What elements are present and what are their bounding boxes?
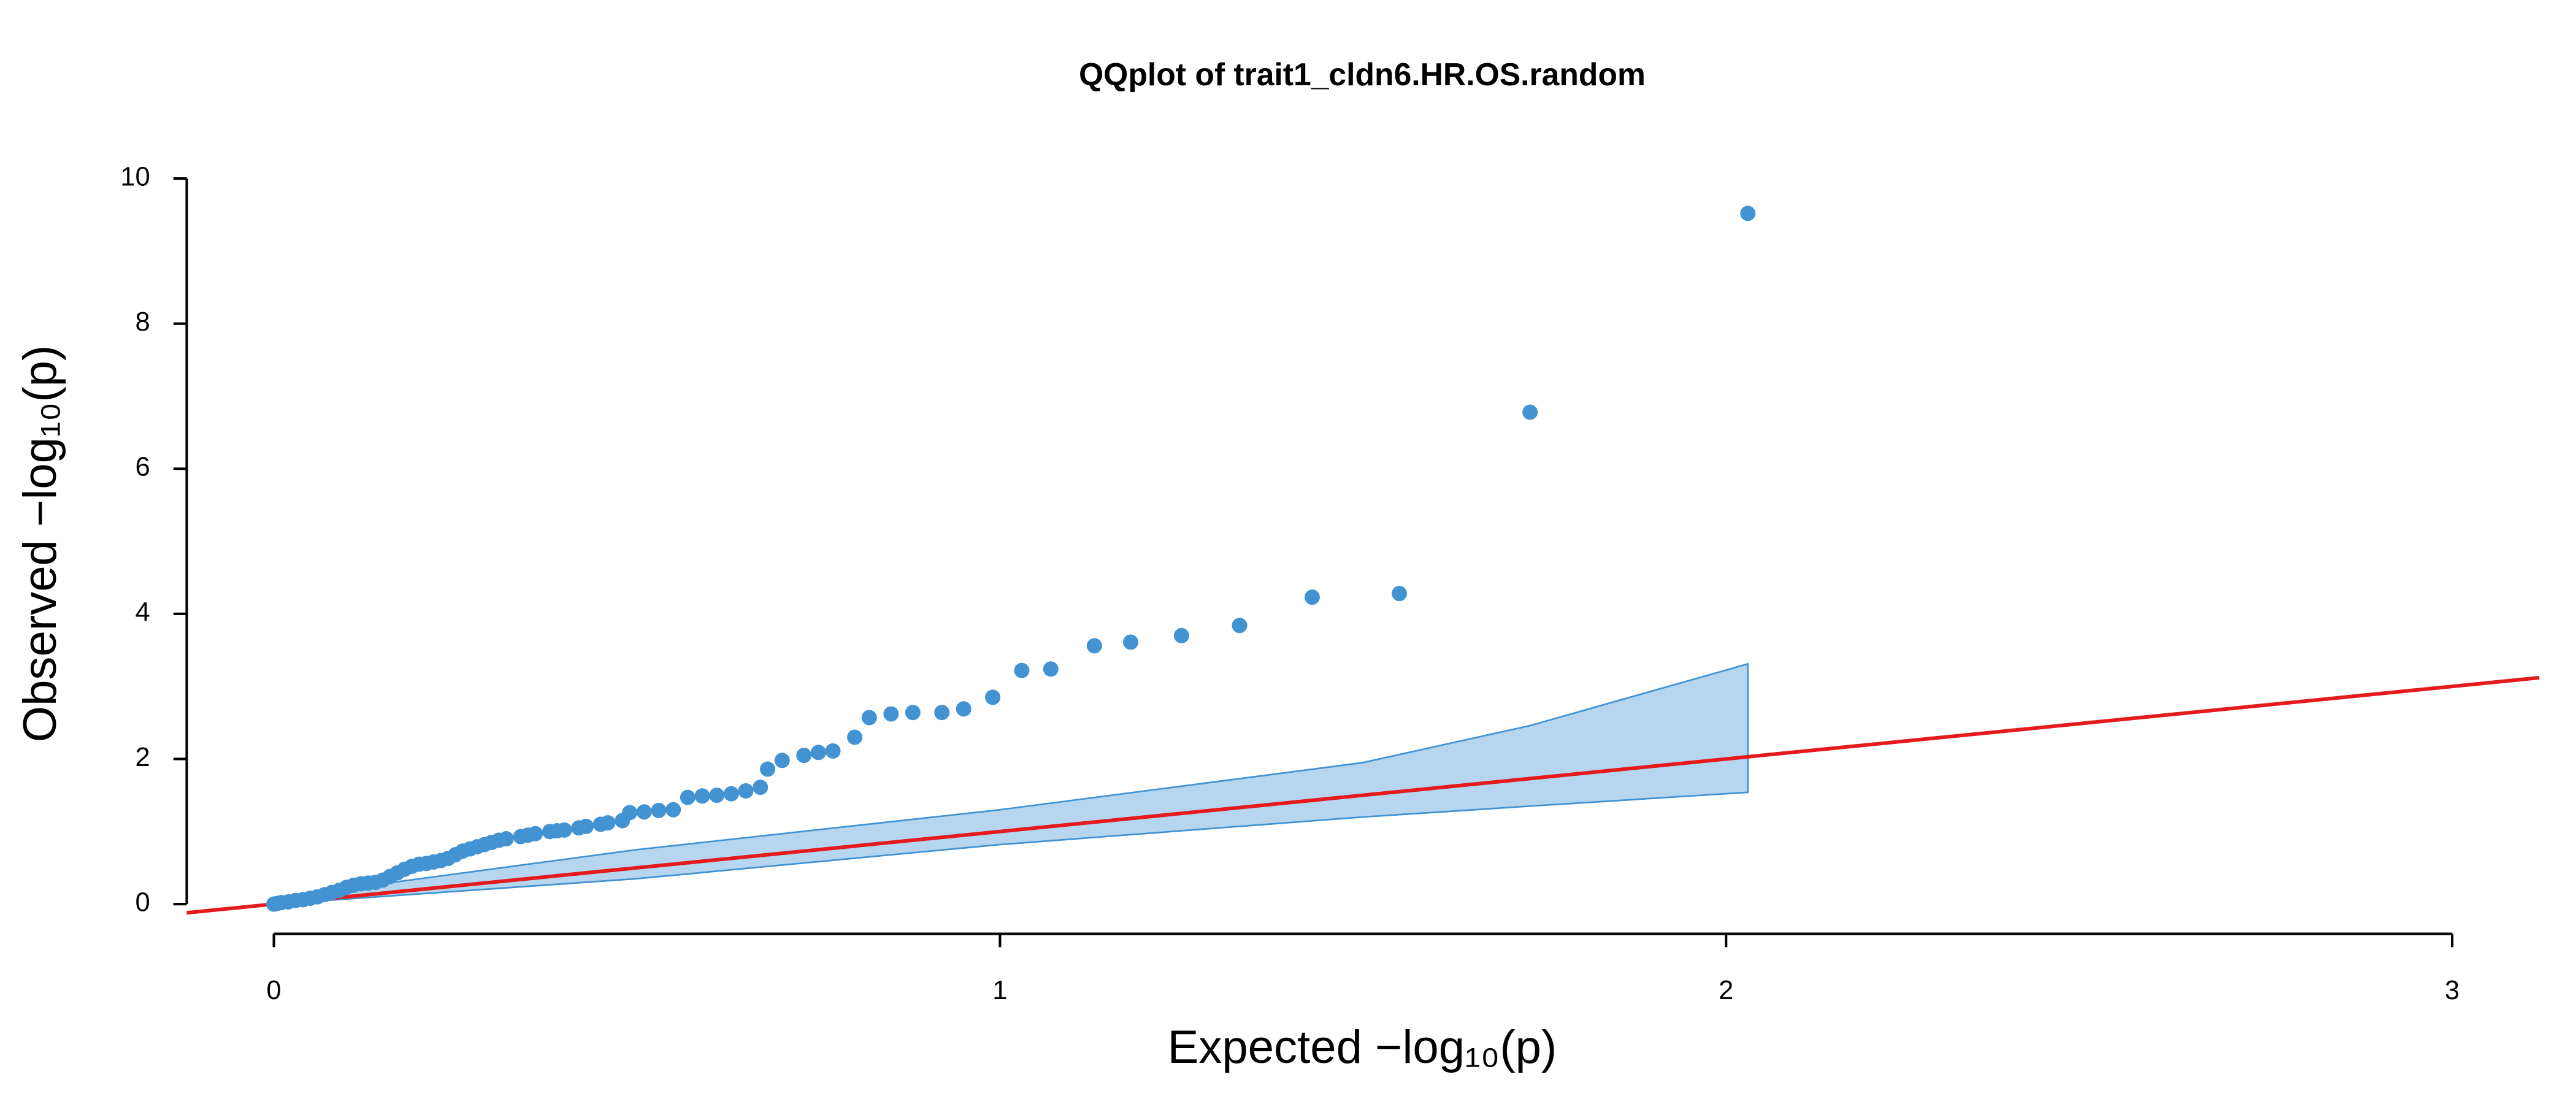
point (1740, 205, 1756, 221)
point (651, 802, 667, 818)
x-tick-label: 1 (992, 976, 1007, 1005)
point (774, 753, 790, 769)
y-tick-label: 6 (135, 453, 150, 482)
point (985, 689, 1001, 705)
y-tick-label: 8 (135, 307, 150, 337)
point (709, 788, 725, 803)
y-tick-label: 4 (135, 597, 150, 627)
x-tick-label: 0 (266, 976, 281, 1005)
y-axis-label: Observed −log₁₀(p) (14, 345, 66, 742)
point (738, 783, 754, 799)
point (1232, 618, 1248, 634)
point (571, 820, 587, 836)
point (905, 705, 921, 721)
confidence-band (273, 662, 1749, 905)
point (1043, 661, 1059, 677)
point (723, 786, 739, 802)
point (1086, 638, 1102, 654)
point (615, 813, 631, 829)
point (883, 706, 899, 722)
point (796, 748, 812, 764)
point (266, 896, 282, 912)
x-tick-label: 3 (2445, 976, 2459, 1005)
reference-line (186, 675, 2540, 915)
chart-title: QQplot of trait1_cldn6.HR.OS.random (1079, 56, 1646, 92)
point (810, 745, 826, 761)
x-tick-label: 2 (1719, 976, 1733, 1005)
point (847, 729, 863, 745)
point (1304, 589, 1320, 605)
point (665, 802, 681, 818)
point (680, 789, 696, 805)
point (694, 788, 710, 804)
point (1173, 627, 1189, 643)
point (934, 705, 950, 721)
y-tick-label: 2 (135, 743, 150, 772)
point (1014, 662, 1030, 678)
point (542, 824, 558, 840)
point (760, 761, 776, 777)
point (592, 816, 608, 832)
point (636, 804, 652, 820)
point (861, 710, 877, 726)
point (1122, 634, 1138, 650)
x-axis-label: Expected −log₁₀(p) (1168, 1021, 1557, 1073)
point (956, 701, 972, 717)
point (825, 743, 841, 759)
y-tick-label: 10 (120, 163, 150, 192)
point (513, 829, 529, 845)
point (1522, 404, 1538, 420)
point (1392, 586, 1408, 602)
point (753, 780, 769, 795)
y-tick-label: 0 (135, 888, 150, 918)
